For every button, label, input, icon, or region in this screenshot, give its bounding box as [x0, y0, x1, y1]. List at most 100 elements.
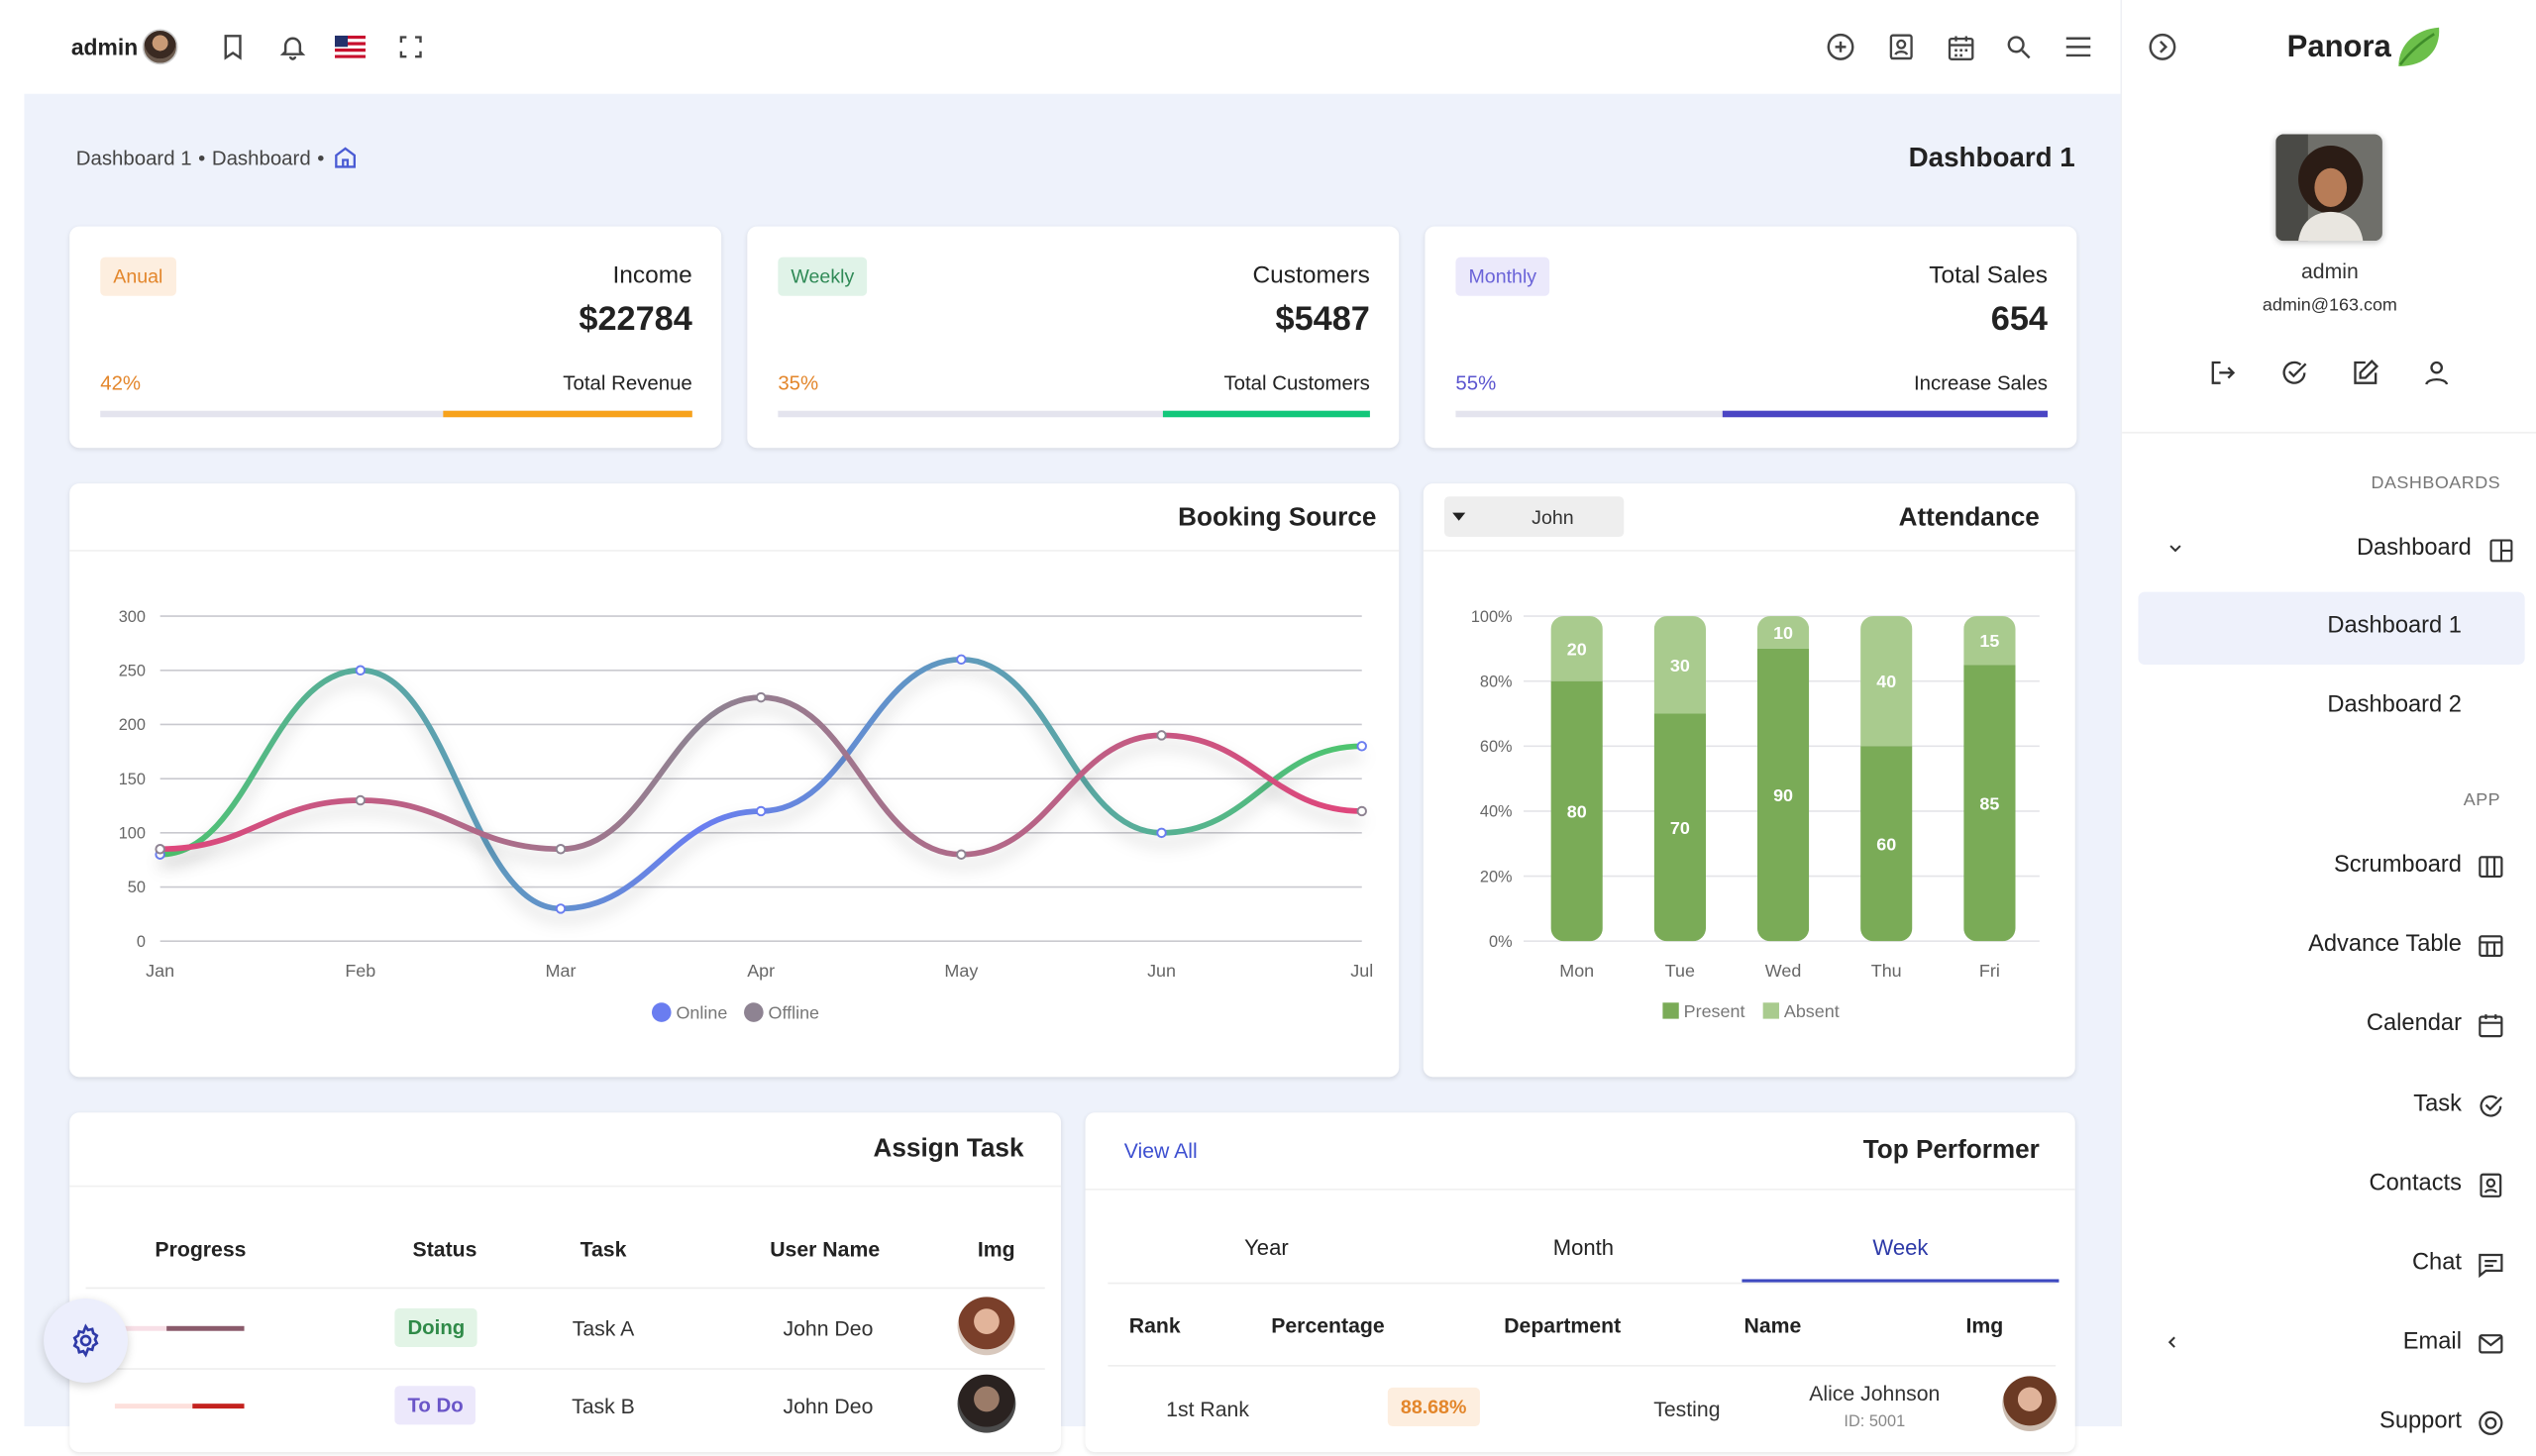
bookmark-icon[interactable] — [215, 29, 251, 64]
table-icon — [2475, 930, 2507, 963]
card-divider — [1423, 550, 2075, 552]
sidebar-item-dashboard-2[interactable]: Dashboard 2 — [2138, 672, 2524, 744]
edit-icon[interactable] — [2347, 355, 2382, 390]
data-point — [555, 844, 567, 855]
bell-icon[interactable] — [275, 29, 311, 64]
chevron-left-icon[interactable] — [2158, 1327, 2186, 1356]
bar-absent — [1963, 616, 2016, 666]
progress-track — [114, 1325, 245, 1331]
data-label: 85 — [1979, 793, 1999, 813]
menu-icon[interactable] — [2060, 29, 2096, 64]
bar-present — [1860, 746, 1913, 942]
table-row[interactable]: To Do Task B John Deo — [69, 1372, 1061, 1446]
column-header[interactable]: Task — [580, 1237, 627, 1262]
brand-name[interactable]: Panora — [2286, 31, 2391, 65]
calendar-icon[interactable] — [1943, 29, 1978, 64]
breadcrumb-separator: • — [317, 146, 325, 169]
period-badge: Anual — [100, 257, 176, 296]
sidebar-item-dashboard[interactable]: Dashboard — [2138, 517, 2526, 581]
mail-icon — [2475, 1328, 2507, 1361]
user-label[interactable]: admin — [70, 34, 139, 60]
tab-month[interactable]: Month — [1425, 1209, 1742, 1282]
column-header[interactable]: Name — [1744, 1312, 1802, 1338]
attendance-chart: 0% 20% 40% 60% 80% 100% 80 20 Mon 70 30 Tue 90 10 Wed 6… — [1471, 608, 2040, 1021]
employee-select[interactable]: John — [1444, 496, 1625, 538]
chevron-right-circle-icon[interactable] — [2145, 29, 2180, 64]
search-icon[interactable] — [2001, 29, 2037, 64]
performer-id: ID: 5001 — [1844, 1412, 1906, 1431]
progress-fill — [192, 1404, 245, 1409]
logout-icon[interactable] — [2204, 355, 2240, 390]
user-icon[interactable] — [2418, 355, 2454, 390]
tab-year[interactable]: Year — [1108, 1209, 1425, 1282]
settings-fab[interactable] — [44, 1299, 128, 1383]
stat-progress-track — [778, 410, 1370, 418]
check-circle-icon[interactable] — [2275, 355, 2311, 390]
column-header[interactable]: Img — [1965, 1312, 2004, 1338]
y-tick-label: 100 — [119, 825, 146, 843]
column-header[interactable]: Progress — [155, 1237, 247, 1262]
sidebar-item-dashboard-1[interactable]: Dashboard 1 — [2138, 591, 2525, 666]
column-header[interactable]: Status — [412, 1237, 477, 1262]
stat-value: $5487 — [1275, 300, 1370, 339]
sidebar-item-scrumboard[interactable]: Scrumboard — [2138, 834, 2526, 898]
avatar[interactable] — [957, 1374, 1016, 1433]
gear-icon — [68, 1323, 104, 1359]
columns-icon — [2475, 851, 2507, 884]
tab-indicator — [1742, 1279, 2060, 1283]
task-name: Task B — [572, 1394, 635, 1418]
column-header[interactable]: Img — [977, 1237, 1015, 1262]
view-all-link[interactable]: View All — [1123, 1138, 1198, 1163]
x-tick-label: Fri — [1979, 961, 2000, 981]
tab-week[interactable]: Week — [1742, 1209, 2060, 1283]
plus-circle-icon[interactable] — [1823, 29, 1858, 64]
sidebar-item-task[interactable]: Task — [2138, 1073, 2526, 1137]
avatar[interactable] — [957, 1297, 1016, 1356]
chat-icon — [2475, 1248, 2507, 1281]
fullscreen-icon[interactable] — [393, 29, 429, 64]
tab-label: Week — [1872, 1235, 1929, 1260]
top-bar: admin — [24, 0, 2121, 94]
stat-progress-track — [100, 410, 692, 418]
card-divider — [69, 1185, 1062, 1188]
sidebar-item-label: Support — [2379, 1408, 2462, 1435]
column-header[interactable]: Department — [1504, 1312, 1622, 1338]
avatar[interactable] — [142, 29, 178, 65]
us-flag-icon[interactable] — [333, 33, 366, 60]
breadcrumb-item[interactable]: Dashboard 1 — [75, 146, 192, 169]
y-tick-label: 40% — [1480, 803, 1513, 821]
avatar[interactable] — [2002, 1376, 2058, 1431]
data-label: 10 — [1773, 623, 1793, 643]
section-label-app: APP — [2463, 790, 2501, 810]
sidebar-item-calendar[interactable]: Calendar — [2138, 993, 2526, 1058]
table-row[interactable]: Doing Task A John Deo — [69, 1294, 1061, 1370]
legend-marker — [1662, 1002, 1679, 1019]
column-header[interactable]: Rank — [1128, 1312, 1181, 1338]
sidebar-item-label: Dashboard 2 — [2327, 691, 2462, 718]
contact-card-icon[interactable] — [1882, 29, 1918, 64]
user-name: John Deo — [783, 1316, 874, 1341]
y-tick-label: 250 — [119, 662, 146, 679]
right-sidebar: Panora admin admin@163.com DASHBOARDS Da… — [2120, 0, 2536, 1436]
profile-avatar[interactable] — [2275, 134, 2382, 242]
sidebar-item-advance-table[interactable]: Advance Table — [2138, 914, 2526, 979]
data-point — [1356, 741, 1367, 752]
breadcrumb-item[interactable]: Dashboard — [211, 146, 311, 169]
column-header[interactable]: Percentage — [1271, 1312, 1385, 1338]
home-icon[interactable] — [331, 144, 359, 171]
y-tick-label: 300 — [119, 608, 146, 626]
data-label: 30 — [1670, 656, 1690, 676]
sidebar-item-chat[interactable]: Chat — [2138, 1232, 2526, 1297]
sidebar-item-contacts[interactable]: Contacts — [2138, 1153, 2526, 1217]
status-badge: To Do — [394, 1386, 476, 1425]
column-header[interactable]: User Name — [770, 1237, 881, 1262]
sidebar-item-email[interactable]: Email — [2138, 1311, 2526, 1376]
table-row[interactable]: 1st Rank 88.68% Testing Alice Johnson ID: 50… — [1086, 1372, 2075, 1453]
stat-subtitle: Total Revenue — [563, 371, 692, 395]
sidebar-item-label: Advance Table — [2308, 931, 2462, 958]
sidebar-item-support[interactable]: Support — [2138, 1392, 2526, 1456]
leaf-logo-icon — [2393, 24, 2442, 77]
x-tick-label: Wed — [1765, 961, 1802, 981]
user-name: John Deo — [783, 1394, 874, 1418]
data-point — [755, 805, 767, 817]
